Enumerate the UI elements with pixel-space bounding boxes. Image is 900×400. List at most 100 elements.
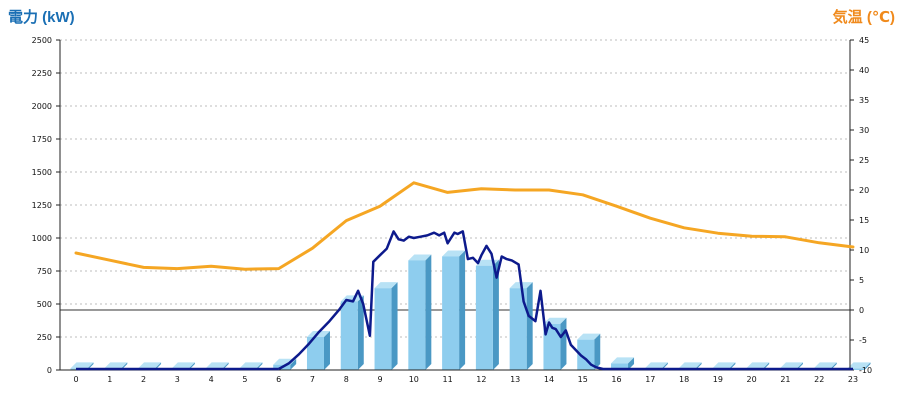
power-bar-top (171, 362, 195, 369)
power-bar-side (290, 358, 297, 370)
left-tick-label: 1750 (32, 135, 52, 144)
x-tick-label: 2 (141, 375, 146, 384)
right-tick-label: 30 (859, 126, 869, 135)
power-bar-side (628, 357, 635, 370)
power-bar (847, 362, 871, 370)
tick-labels: 02505007501000125015001750200022502500-1… (32, 36, 872, 384)
right-tick-label: 10 (859, 246, 869, 255)
power-bar-front (442, 256, 460, 370)
power-bar (509, 282, 533, 370)
power-bar (442, 250, 466, 370)
left-tick-label: 1000 (32, 234, 52, 243)
power-bar-top (408, 254, 432, 261)
power-bar-top (611, 357, 635, 364)
power-bar-front (543, 323, 561, 370)
x-tick-label: 21 (780, 375, 790, 384)
x-tick-label: 22 (814, 375, 824, 384)
power-bar-side (594, 333, 601, 370)
right-tick-label: -5 (859, 336, 867, 345)
right-axis-title: 気温 (℃) (833, 8, 895, 26)
left-axis-title: 電力 (kW) (8, 8, 75, 26)
series-lines (74, 181, 855, 371)
x-tick-label: 20 (747, 375, 757, 384)
power-bar-top (779, 362, 803, 369)
power-bar-front (509, 288, 527, 370)
power-bar-top (138, 362, 162, 369)
power-bar-side (492, 259, 499, 370)
x-tick-label: 8 (344, 375, 349, 384)
x-tick-label: 6 (276, 375, 281, 384)
power-bar-top (644, 362, 668, 369)
x-tick-label: 9 (377, 375, 382, 384)
x-tick-label: 5 (242, 375, 247, 384)
power-bar-side (459, 250, 466, 370)
power-bars (70, 250, 871, 370)
x-tick-label: 1 (107, 375, 112, 384)
right-tick-label: 20 (859, 186, 869, 195)
power-line (278, 230, 853, 371)
right-tick-label: 35 (859, 96, 869, 105)
right-tick-label: 0 (859, 306, 864, 315)
x-tick-label: 14 (544, 375, 554, 384)
right-tick-label: 25 (859, 156, 869, 165)
x-tick-label: 4 (209, 375, 214, 384)
power-bar-front (408, 260, 426, 370)
power-bar-top (712, 362, 736, 369)
power-bar-side (526, 282, 533, 370)
x-tick-label: 23 (848, 375, 858, 384)
left-tick-label: 2250 (32, 69, 52, 78)
power-bar-top (746, 362, 770, 369)
power-bar-side (323, 331, 330, 370)
power-bar-front (847, 368, 865, 370)
right-tick-label: -10 (859, 366, 872, 375)
left-tick-label: 1500 (32, 168, 52, 177)
power-bar-side (864, 362, 871, 370)
x-tick-label: 19 (713, 375, 723, 384)
left-tick-label: 0 (47, 366, 52, 375)
power-bar (306, 331, 330, 370)
power-bar-top (577, 333, 601, 340)
x-tick-label: 16 (611, 375, 621, 384)
power-bar (611, 357, 635, 370)
power-bar (408, 254, 432, 370)
right-tick-label: 5 (859, 276, 864, 285)
power-bar (577, 333, 601, 370)
power-bar-top (70, 362, 94, 369)
x-tick-label: 11 (443, 375, 453, 384)
x-tick-label: 3 (175, 375, 180, 384)
power-bar-top (678, 362, 702, 369)
x-tick-label: 18 (679, 375, 689, 384)
power-bar-front (475, 265, 493, 370)
x-tick-label: 12 (476, 375, 486, 384)
power-bar-front (306, 337, 324, 370)
temperature-line (74, 181, 855, 271)
right-tick-label: 40 (859, 66, 869, 75)
left-tick-label: 1250 (32, 201, 52, 210)
left-tick-label: 2500 (32, 36, 52, 45)
power-bar-side (560, 317, 567, 370)
power-bar-top (104, 362, 128, 369)
power-bar-side (391, 282, 398, 370)
power-bar-front (611, 363, 629, 370)
right-tick-label: 15 (859, 216, 869, 225)
x-tick-label: 17 (645, 375, 655, 384)
right-tick-label: 45 (859, 36, 869, 45)
power-bar-top (442, 250, 466, 257)
power-bar-front (340, 301, 358, 370)
x-tick-label: 10 (409, 375, 419, 384)
x-tick-label: 0 (73, 375, 78, 384)
left-tick-label: 250 (37, 333, 52, 342)
power-bar-front (374, 288, 392, 370)
x-tick-label: 13 (510, 375, 520, 384)
x-tick-label: 7 (310, 375, 315, 384)
power-bar-top (205, 362, 229, 369)
power-bar-top (847, 362, 871, 369)
left-tick-label: 750 (37, 267, 52, 276)
power-bar (374, 282, 398, 370)
left-tick-label: 2000 (32, 102, 52, 111)
left-tick-label: 500 (37, 300, 52, 309)
power-bar-top (239, 362, 263, 369)
power-bar-side (425, 254, 432, 370)
power-bar (340, 295, 364, 370)
